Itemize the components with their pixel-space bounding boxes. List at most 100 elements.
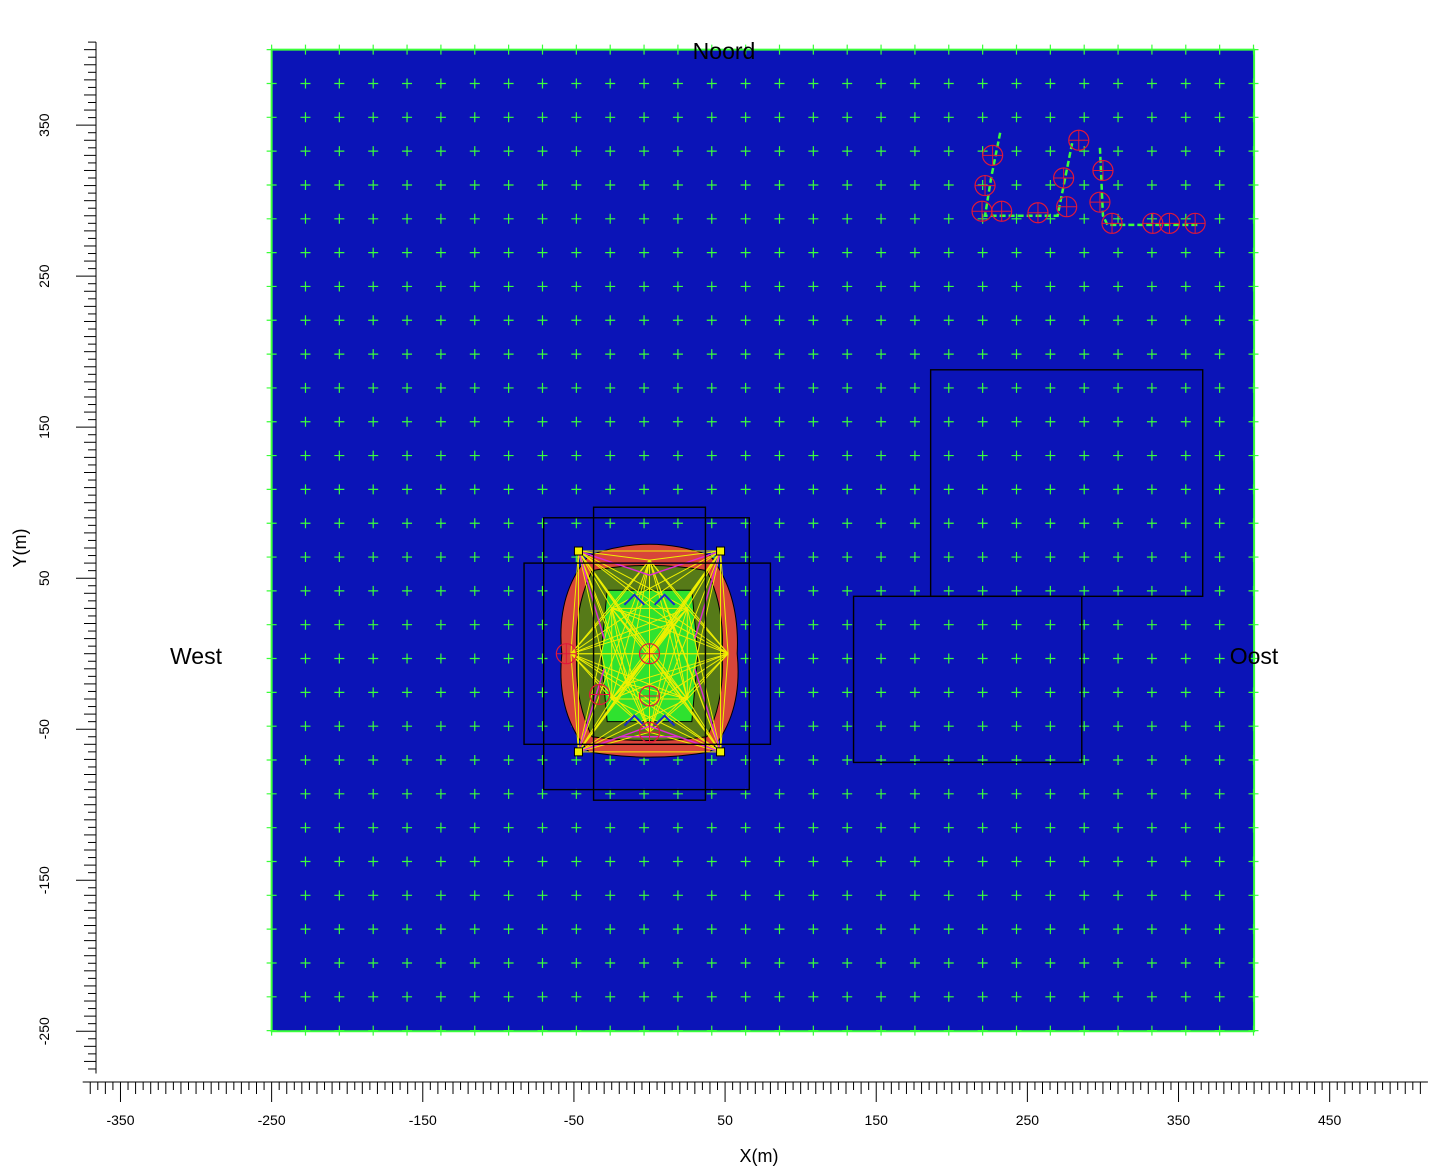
grid-marker xyxy=(639,957,650,968)
grid-marker xyxy=(503,213,514,224)
grid-marker xyxy=(1079,112,1090,123)
grid-marker xyxy=(1248,585,1259,596)
grid-marker xyxy=(334,687,345,698)
grid-marker xyxy=(977,991,988,1002)
grid-marker xyxy=(1214,247,1225,258)
grid-marker xyxy=(1180,416,1191,427)
grid-marker xyxy=(571,78,582,89)
grid-marker xyxy=(334,281,345,292)
grid-marker xyxy=(977,822,988,833)
grid-marker xyxy=(1079,450,1090,461)
grid-marker xyxy=(943,450,954,461)
grid-marker xyxy=(334,991,345,1002)
grid-marker xyxy=(1146,315,1157,326)
grid-marker xyxy=(1248,924,1259,935)
grid-marker xyxy=(639,213,650,224)
grid-marker xyxy=(706,518,717,529)
grid-marker xyxy=(402,755,413,766)
grid-marker xyxy=(876,585,887,596)
grid-marker xyxy=(842,552,853,563)
grid-marker xyxy=(334,315,345,326)
grid-marker xyxy=(537,518,548,529)
grid-marker xyxy=(1214,957,1225,968)
grid-marker xyxy=(1146,78,1157,89)
grid-marker xyxy=(537,146,548,157)
grid-marker xyxy=(1113,552,1124,563)
grid-marker xyxy=(334,755,345,766)
grid-marker xyxy=(571,112,582,123)
grid-marker xyxy=(1079,315,1090,326)
grid-marker xyxy=(1146,281,1157,292)
grid-marker xyxy=(469,991,480,1002)
building-outline xyxy=(523,562,772,746)
grid-marker xyxy=(1045,112,1056,123)
grid-marker xyxy=(334,822,345,833)
grid-marker xyxy=(977,687,988,698)
grid-marker xyxy=(672,991,683,1002)
grid-marker xyxy=(943,281,954,292)
grid-marker xyxy=(808,788,819,799)
grid-marker xyxy=(1248,484,1259,495)
grid-marker xyxy=(334,179,345,190)
grid-marker xyxy=(300,213,311,224)
grid-marker xyxy=(469,755,480,766)
grid-marker xyxy=(368,247,379,258)
grid-marker xyxy=(1180,721,1191,732)
grid-marker xyxy=(1045,822,1056,833)
grid-marker xyxy=(1113,112,1124,123)
grid-marker xyxy=(842,315,853,326)
grid-marker xyxy=(368,450,379,461)
grid-marker xyxy=(876,382,887,393)
grid-marker xyxy=(1113,957,1124,968)
source-line xyxy=(570,653,579,752)
grid-marker xyxy=(740,315,751,326)
grid-marker xyxy=(1113,687,1124,698)
grid-marker xyxy=(300,281,311,292)
grid-marker xyxy=(300,1025,311,1036)
source-line xyxy=(611,653,729,700)
grid-marker xyxy=(808,653,819,664)
grid-marker xyxy=(334,653,345,664)
grid-marker xyxy=(977,450,988,461)
grid-marker xyxy=(605,822,616,833)
grid-marker xyxy=(402,484,413,495)
source-line xyxy=(649,559,688,609)
grid-marker xyxy=(537,112,548,123)
grid-marker xyxy=(1045,585,1056,596)
grid-marker xyxy=(1011,856,1022,867)
grid-marker xyxy=(1248,315,1259,326)
grid-marker xyxy=(1011,416,1022,427)
grid-marker xyxy=(334,213,345,224)
grid-marker xyxy=(1214,179,1225,190)
grid-marker xyxy=(1079,44,1090,55)
grid-marker xyxy=(774,552,785,563)
grid-marker xyxy=(672,112,683,123)
grid-marker xyxy=(300,653,311,664)
point-source xyxy=(639,685,660,706)
grid-marker xyxy=(1146,44,1157,55)
grid-marker xyxy=(740,382,751,393)
grid-marker xyxy=(909,755,920,766)
source-line xyxy=(649,550,721,561)
grid-marker xyxy=(977,1025,988,1036)
grid-marker xyxy=(537,315,548,326)
grid-marker xyxy=(1248,450,1259,461)
grid-marker xyxy=(1011,755,1022,766)
grid-marker xyxy=(808,890,819,901)
grid-marker xyxy=(943,788,954,799)
grid-marker xyxy=(469,788,480,799)
grid-marker xyxy=(300,721,311,732)
grid-marker xyxy=(300,890,311,901)
grid-marker xyxy=(266,856,277,867)
grid-marker xyxy=(639,349,650,360)
grid-marker xyxy=(266,382,277,393)
grid-marker xyxy=(977,382,988,393)
grid-marker xyxy=(605,518,616,529)
grid-marker xyxy=(503,822,514,833)
grid-marker xyxy=(977,416,988,427)
grid-marker xyxy=(977,247,988,258)
grid-marker xyxy=(266,247,277,258)
grid-marker xyxy=(300,484,311,495)
grid-marker xyxy=(1146,382,1157,393)
